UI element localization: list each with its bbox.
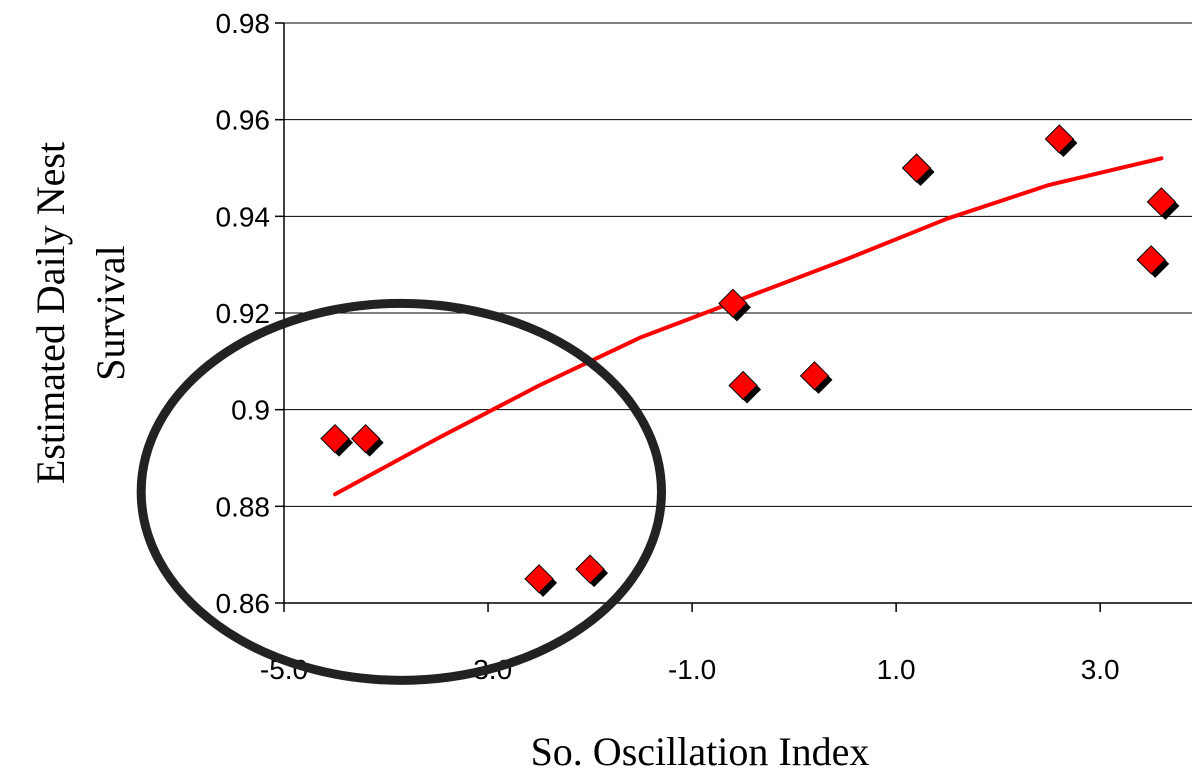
data-point-marker <box>799 361 830 391</box>
data-point-marker <box>575 554 605 584</box>
data-point <box>1136 245 1170 278</box>
data-point <box>901 153 935 186</box>
data-point <box>575 554 609 588</box>
data-point <box>728 370 762 404</box>
data-points <box>320 124 1180 597</box>
y-tick-label: 0.96 <box>216 105 271 136</box>
data-point <box>718 288 751 322</box>
x-tick-label: 1.0 <box>877 654 916 685</box>
data-point <box>1146 187 1180 220</box>
y-tick-label: 0.88 <box>216 491 271 522</box>
data-point <box>320 423 354 457</box>
data-point <box>799 361 833 394</box>
x-tick-label: -1.0 <box>668 654 716 685</box>
gridlines <box>284 22 1192 507</box>
annotations <box>136 298 666 685</box>
data-point-marker <box>350 423 381 454</box>
data-point-marker <box>1146 187 1177 217</box>
x-axis-title: So. Oscillation Index <box>531 729 870 774</box>
data-point-marker <box>718 288 748 319</box>
y-tick-label: 0.98 <box>216 8 271 39</box>
y-axis-title-line-2: Survival <box>88 245 133 381</box>
data-point-marker <box>1044 124 1075 154</box>
y-tick-label: 0.9 <box>231 395 270 426</box>
x-tick-label: 3.0 <box>1081 654 1120 685</box>
data-point-marker <box>1136 245 1166 275</box>
y-tick-labels: 0.86 0.88 0.9 0.92 0.94 0.96 0.98 <box>216 8 271 619</box>
data-point <box>524 564 558 597</box>
y-axis-title-line-1: Estimated Daily Nest <box>28 142 73 484</box>
data-point <box>1044 124 1078 157</box>
trendline-group <box>333 156 1164 497</box>
data-point-marker <box>524 564 554 594</box>
axes <box>275 22 1192 612</box>
y-tick-label: 0.92 <box>216 298 271 329</box>
data-point-marker <box>901 153 932 183</box>
data-point-marker <box>728 370 758 401</box>
highlight-ellipse <box>136 298 666 685</box>
y-tick-label: 0.94 <box>216 201 271 232</box>
data-point-marker <box>320 423 350 454</box>
trendline <box>333 156 1164 497</box>
data-point <box>350 423 384 457</box>
y-tick-label: 0.86 <box>216 588 271 619</box>
